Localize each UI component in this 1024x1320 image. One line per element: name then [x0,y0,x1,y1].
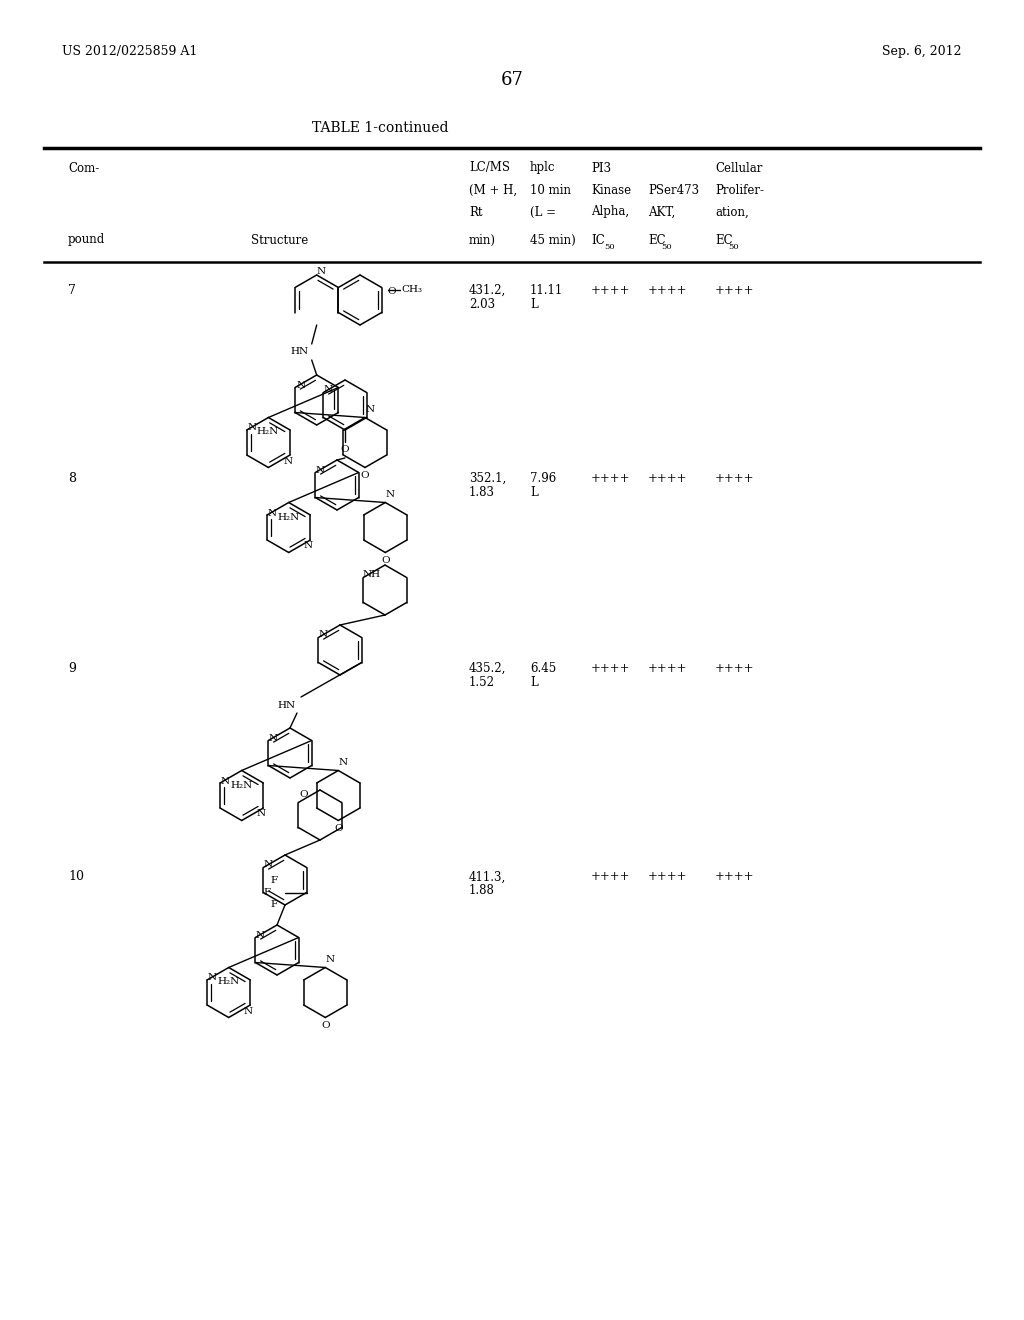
Text: LC/MS: LC/MS [469,161,510,174]
Text: ++++: ++++ [591,870,631,883]
Text: (M + H,: (M + H, [469,183,517,197]
Text: 1.88: 1.88 [469,884,495,898]
Text: H₂N: H₂N [278,512,299,521]
Text: N: N [268,734,278,743]
Text: N: N [208,974,217,982]
Text: 431.2,: 431.2, [469,284,506,297]
Text: N: N [267,508,276,517]
Text: ++++: ++++ [591,284,631,297]
Text: 6.45: 6.45 [530,661,556,675]
Text: CH₃: CH₃ [401,285,422,294]
Text: N: N [284,457,293,466]
Text: N: N [244,1006,253,1015]
Text: O: O [341,446,349,454]
Text: 10 min: 10 min [530,183,571,197]
Text: ++++: ++++ [648,471,687,484]
Text: O: O [321,1020,330,1030]
Text: Structure: Structure [251,234,308,247]
Text: ++++: ++++ [648,661,687,675]
Text: min): min) [469,234,496,247]
Text: F: F [263,888,270,898]
Text: F: F [270,876,278,884]
Text: N: N [220,776,229,785]
Text: 50: 50 [604,243,614,251]
Text: Prolifer-: Prolifer- [715,183,764,197]
Text: 7: 7 [68,284,76,297]
Text: Cellular: Cellular [715,161,763,174]
Text: US 2012/0225859 A1: US 2012/0225859 A1 [62,45,198,58]
Text: 435.2,: 435.2, [469,661,507,675]
Text: ++++: ++++ [715,471,755,484]
Text: 8: 8 [68,471,76,484]
Text: N: N [386,490,395,499]
Text: HN: HN [278,701,296,710]
Text: PI3: PI3 [591,161,611,174]
Text: O: O [381,556,389,565]
Text: TABLE 1-continued: TABLE 1-continued [311,121,449,135]
Text: 50: 50 [728,243,738,251]
Text: ++++: ++++ [591,471,631,484]
Text: N: N [297,381,305,389]
Text: (L =: (L = [530,206,556,219]
Text: 2.03: 2.03 [469,297,496,310]
Text: N: N [339,758,348,767]
Text: H₂N: H₂N [257,428,280,437]
Text: H₂N: H₂N [230,780,253,789]
Text: 7.96: 7.96 [530,471,556,484]
Text: 352.1,: 352.1, [469,471,506,484]
Text: PSer473: PSer473 [648,183,699,197]
Text: 9: 9 [68,661,76,675]
Text: O: O [299,789,307,799]
Text: L: L [530,297,538,310]
Text: 50: 50 [662,243,672,251]
Text: N: N [256,931,265,940]
Text: Kinase: Kinase [591,183,631,197]
Text: hplc: hplc [530,161,555,174]
Text: ++++: ++++ [591,661,631,675]
Text: 10: 10 [68,870,84,883]
Text: N: N [326,954,335,964]
Text: N: N [318,630,328,639]
Text: ++++: ++++ [715,661,755,675]
Text: 1.83: 1.83 [469,486,495,499]
Text: EC: EC [715,234,732,247]
Text: O: O [387,286,396,296]
Text: IC: IC [591,234,605,247]
Text: 1.52: 1.52 [469,676,495,689]
Text: N: N [366,405,375,414]
Text: pound: pound [68,234,105,247]
Text: HN: HN [291,347,309,356]
Text: H₂N: H₂N [217,978,240,986]
Text: O: O [334,824,343,833]
Text: AKT,: AKT, [648,206,675,219]
Text: N: N [315,466,325,475]
Text: N: N [247,424,256,433]
Text: N: N [316,268,326,276]
Text: 67: 67 [501,71,523,88]
Text: Com-: Com- [68,161,99,174]
Text: Rt: Rt [469,206,482,219]
Text: NH: NH [362,570,380,579]
Text: L: L [530,676,538,689]
Text: N: N [324,385,333,393]
Text: 411.3,: 411.3, [469,870,506,883]
Text: EC: EC [648,234,666,247]
Text: ++++: ++++ [715,284,755,297]
Text: 11.11: 11.11 [530,284,563,297]
Text: ation,: ation, [715,206,749,219]
Text: N: N [257,809,266,818]
Text: Sep. 6, 2012: Sep. 6, 2012 [883,45,962,58]
Text: ++++: ++++ [715,870,755,883]
Text: ++++: ++++ [648,284,687,297]
Text: L: L [530,486,538,499]
Text: F: F [270,900,278,909]
Text: 45 min): 45 min) [530,234,575,247]
Text: Alpha,: Alpha, [591,206,629,219]
Text: ++++: ++++ [648,870,687,883]
Text: N: N [264,861,273,869]
Text: O: O [360,471,370,480]
Text: N: N [304,541,313,550]
